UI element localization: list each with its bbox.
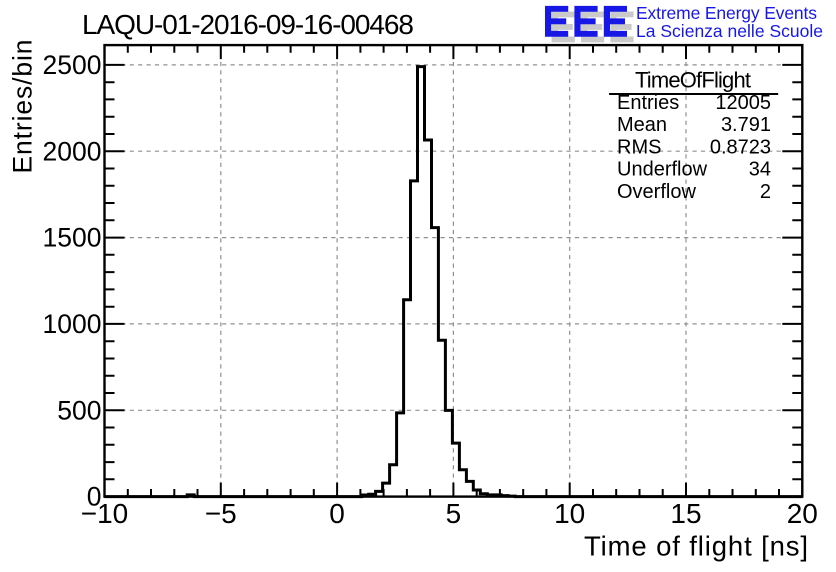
- svg-text:15: 15: [670, 498, 701, 529]
- svg-text:10: 10: [554, 498, 585, 529]
- svg-text:5: 5: [446, 498, 462, 529]
- svg-text:Underflow: Underflow: [617, 159, 708, 181]
- svg-text:2000: 2000: [43, 136, 102, 166]
- svg-text:−10: −10: [81, 498, 129, 529]
- svg-text:Entries: Entries: [617, 92, 679, 114]
- svg-text:1500: 1500: [43, 223, 102, 253]
- svg-text:20: 20: [787, 498, 818, 529]
- svg-text:LAQU-01-2016-09-16-00468: LAQU-01-2016-09-16-00468: [82, 9, 414, 40]
- svg-text:−5: −5: [205, 498, 237, 529]
- svg-text:La Scienza nelle Scuole: La Scienza nelle Scuole: [636, 21, 823, 41]
- svg-text:1000: 1000: [43, 309, 102, 339]
- svg-text:Entries/bin: Entries/bin: [8, 40, 38, 174]
- svg-text:12005: 12005: [715, 92, 771, 114]
- svg-text:0.8723: 0.8723: [710, 136, 771, 158]
- svg-text:0: 0: [329, 498, 345, 529]
- svg-text:RMS: RMS: [617, 136, 661, 158]
- svg-text:Time of flight [ns]: Time of flight [ns]: [584, 531, 808, 562]
- svg-text:Extreme Energy Events: Extreme Energy Events: [636, 3, 817, 23]
- svg-text:Overflow: Overflow: [617, 181, 696, 203]
- svg-text:Mean: Mean: [617, 114, 667, 136]
- svg-text:3.791: 3.791: [721, 114, 771, 136]
- svg-text:2: 2: [760, 181, 771, 203]
- svg-text:0: 0: [87, 482, 102, 512]
- svg-text:TimeOfFlight: TimeOfFlight: [635, 68, 751, 93]
- svg-text:2500: 2500: [43, 50, 102, 80]
- svg-text:500: 500: [57, 395, 101, 425]
- svg-text:34: 34: [749, 159, 771, 181]
